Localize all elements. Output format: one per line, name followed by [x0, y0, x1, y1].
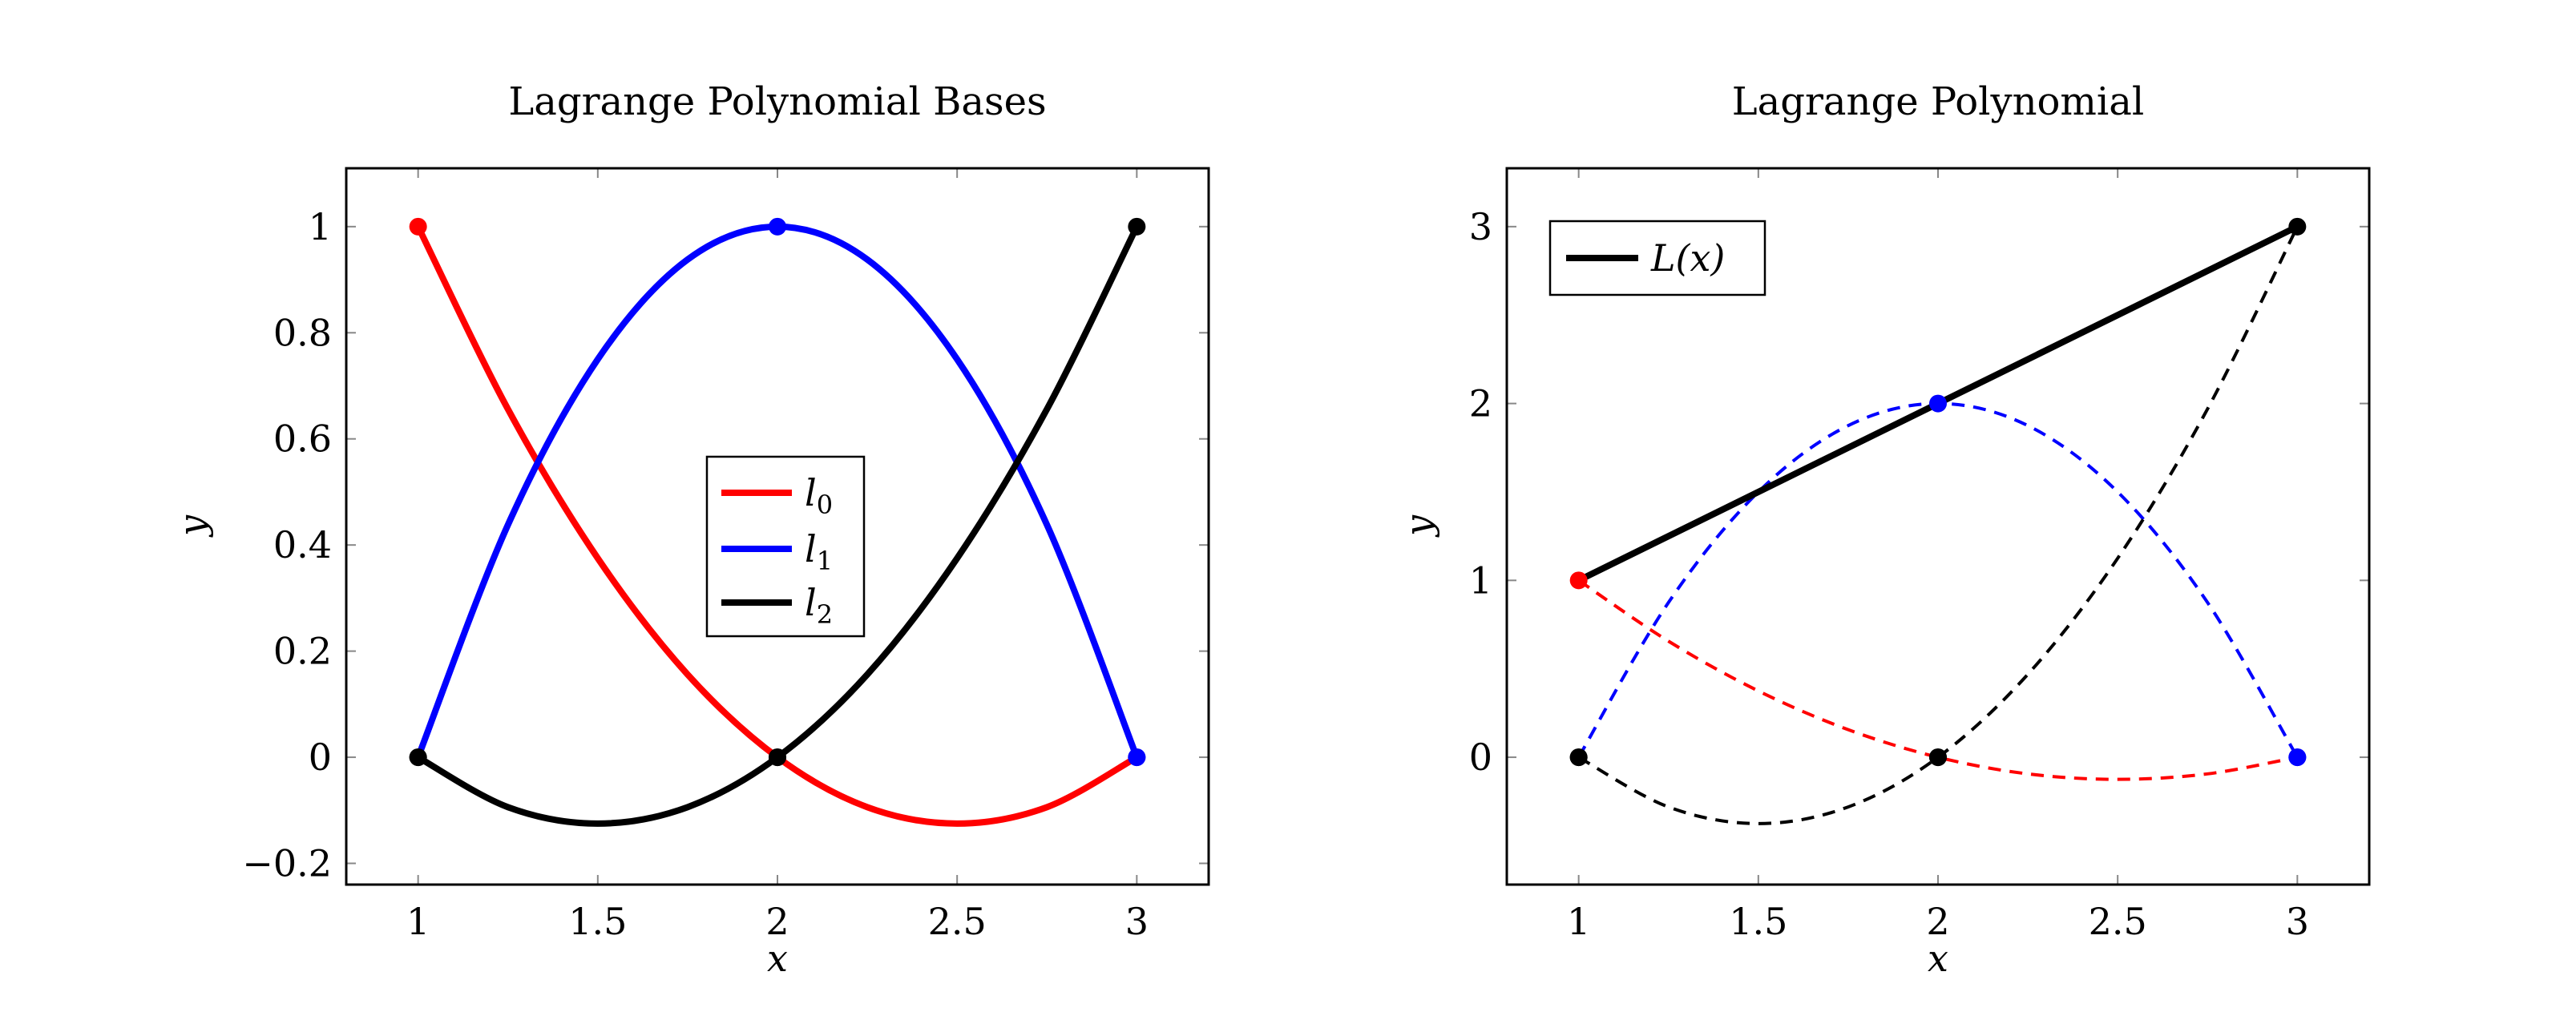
x-axis-label: x: [1928, 937, 1948, 980]
x-tick-label: 2: [765, 900, 789, 943]
y-tick-label: 0.2: [273, 630, 332, 673]
plot-frame: [1505, 167, 2371, 886]
node-marker: [769, 748, 786, 767]
node-marker: [409, 217, 427, 236]
x-tick-label: 1: [406, 900, 430, 943]
node-markers: [1569, 217, 2307, 767]
x-tick-label: 1.5: [1729, 900, 1787, 943]
node-marker: [2288, 748, 2307, 767]
series-line-l2: [416, 225, 1140, 827]
y-tick-label: 1: [1469, 558, 1492, 602]
x-axis-label: x: [767, 937, 788, 980]
x-tick-label: 1.5: [568, 900, 627, 943]
chart-title: Lagrange Polynomial: [1732, 79, 2144, 124]
x-tick-label: 3: [1125, 900, 1149, 943]
x-tick-label: 1: [1567, 900, 1590, 943]
node-marker: [1929, 394, 1947, 413]
node-marker: [1569, 748, 1588, 767]
legend-label-l1: l1: [805, 527, 833, 576]
x-tick-label: 2: [1926, 900, 1949, 943]
x-tick-label: 3: [2286, 900, 2309, 943]
legend: l0 l1 l2: [705, 455, 866, 638]
y-tick-label: 0: [309, 736, 332, 779]
y-tick-label: −0.2: [242, 842, 332, 885]
legend-label-l1-base: l: [805, 527, 817, 570]
legend-label-L: L(x): [1650, 236, 1725, 280]
node-marker: [409, 748, 427, 767]
axis-ticks: 1 1.5 2 2.5 3 0 1 2 3: [1469, 168, 2369, 943]
legend-label-l2-base: l: [805, 581, 817, 624]
y-tick-label: 1: [309, 205, 332, 248]
y-tick-label: 2: [1469, 382, 1492, 425]
legend-label-l2: l2: [805, 581, 833, 630]
y-tick-label: 0.4: [273, 523, 332, 566]
y-tick-label: 0.8: [273, 311, 332, 354]
node-marker: [1929, 748, 1947, 767]
series-line-l0: [415, 225, 1139, 827]
axis-ticks: 1 1.5 2 2.5 3 −0.2 0 0.2 0.4 0.6 0.8 1: [242, 168, 1209, 943]
legend-label-l1-sub: 1: [817, 546, 833, 576]
chart-title: Lagrange Polynomial Bases: [508, 79, 1046, 124]
legend-label-l0: l0: [805, 471, 833, 520]
chart-lagrange-polynomial: Lagrange Polynomial x y 1 1.5 2 2.5 3 0 1 2 3 L(…: [1397, 79, 2371, 980]
plot-frame: [345, 167, 1210, 886]
series-lines: [1577, 224, 2299, 825]
y-axis-label: y: [171, 514, 214, 538]
node-marker: [1128, 748, 1146, 767]
node-markers: [409, 217, 1146, 767]
y-axis-label: y: [1397, 514, 1440, 538]
y-tick-label: 0.6: [273, 417, 332, 461]
y-tick-label: 3: [1469, 205, 1492, 248]
legend: L(x): [1548, 220, 1766, 296]
x-tick-label: 2.5: [928, 900, 987, 943]
legend-label-l0-sub: 0: [817, 490, 833, 520]
y-tick-label: 0: [1469, 736, 1492, 779]
x-tick-label: 2.5: [2089, 900, 2147, 943]
legend-label-l0-base: l: [805, 471, 817, 514]
node-marker: [769, 217, 786, 236]
node-marker: [2288, 217, 2307, 236]
series-line-dashed-3: [1577, 225, 2299, 825]
node-marker: [1569, 571, 1588, 590]
node-marker: [1128, 217, 1146, 236]
series-line-dashed-2: [1577, 401, 2299, 759]
legend-label-l2-sub: 2: [817, 599, 833, 630]
chart-lagrange-bases: Lagrange Polynomial Bases x y 1 1.5 2 2.5 3 −…: [171, 79, 1210, 980]
